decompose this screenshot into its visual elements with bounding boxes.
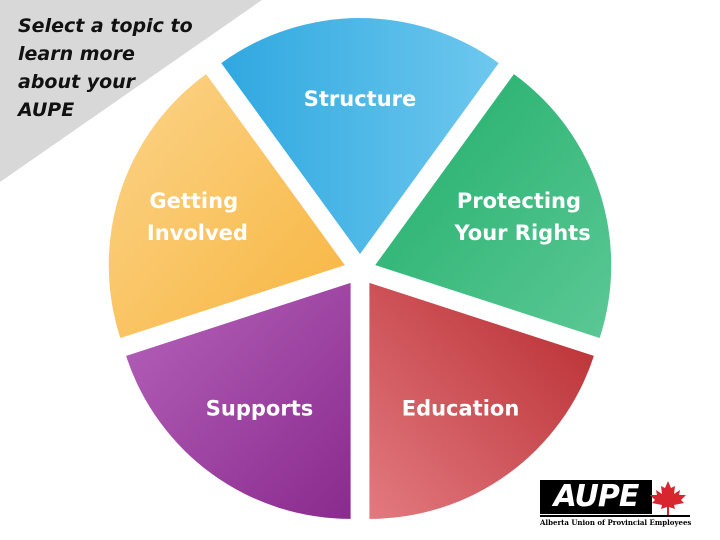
topic-segment-protecting-your-rights[interactable]: Protecting Your Rights [375, 74, 612, 338]
topic-segment-getting-involved[interactable]: Getting Involved [108, 74, 345, 338]
topic-label-education: Education [402, 396, 520, 420]
topic-label-structure: Structure [304, 87, 417, 111]
prompt-corner-background [0, 0, 262, 182]
prompt-line: about your [18, 71, 136, 93]
topic-label-protecting-your-rights: Protecting Your Rights [453, 189, 590, 245]
logo-tagline: Alberta Union of Provincial Employees [540, 515, 691, 527]
topic-label-getting-involved: Getting Involved [147, 189, 248, 245]
topic-segment-supports[interactable]: Supports [126, 282, 351, 519]
prompt-line: AUPE [18, 99, 75, 121]
prompt-line: Select a topic to [18, 15, 193, 37]
topic-label-supports: Supports [206, 396, 313, 420]
topic-segment-education[interactable]: Education [369, 282, 594, 519]
topic-prompt: Select a topic to learn more about your … [18, 12, 218, 124]
aupe-logo: AUPE Alberta Union of Provincial Employe… [540, 480, 691, 527]
logo-wordmark: AUPE [540, 480, 652, 514]
topic-segment-structure[interactable]: Structure [221, 18, 499, 255]
maple-leaf-icon [650, 481, 686, 515]
prompt-line: learn more [18, 43, 135, 65]
